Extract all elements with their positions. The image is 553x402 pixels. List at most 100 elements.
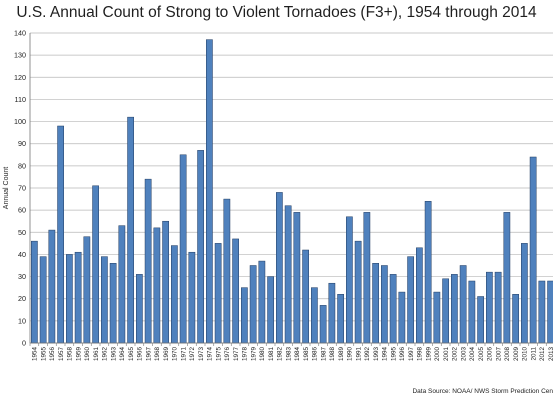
y-tick-label: 70 (18, 184, 26, 193)
axes (29, 33, 553, 346)
bar-1970 (171, 245, 178, 344)
x-tick-label: 1960 (84, 347, 91, 362)
chart-title: U.S. Annual Count of Strong to Violent T… (16, 4, 537, 21)
bar-1960 (83, 236, 91, 344)
bar-2003 (459, 265, 467, 344)
x-tick-label: 1955 (40, 347, 47, 362)
bar-1956 (48, 229, 56, 344)
y-tick-label: 0 (22, 339, 26, 348)
x-tick-label: 1978 (242, 347, 249, 362)
bar-2006 (486, 271, 493, 344)
bar-2013 (547, 280, 553, 344)
x-tick-label: 1979 (250, 347, 257, 362)
x-tick-label: 1988 (329, 347, 336, 362)
bar-1968 (153, 227, 161, 344)
x-tick-label: 1997 (408, 347, 415, 362)
x-tick-label: 1980 (259, 347, 266, 362)
x-tick-label: 1981 (268, 347, 275, 362)
bar-1982 (276, 192, 283, 344)
bar-1962 (101, 256, 108, 344)
x-tick-label: 1973 (198, 347, 205, 362)
bar-1989 (337, 294, 344, 344)
bar-1978 (241, 287, 248, 344)
x-tick-label: 1975 (215, 347, 222, 362)
bar-2002 (451, 274, 458, 344)
x-tick-label: 1974 (207, 347, 214, 362)
x-tick-label: 1965 (128, 347, 135, 362)
x-tick-label: 1966 (137, 347, 144, 362)
x-tick-label: 1985 (303, 347, 310, 362)
x-tick-label: 1963 (110, 347, 117, 362)
bar-1981 (267, 276, 274, 344)
bar-1975 (214, 243, 222, 344)
bar-1963 (109, 263, 117, 344)
x-tick-label: 1954 (32, 347, 39, 362)
bar-1990 (346, 216, 353, 344)
bar-1955 (39, 256, 47, 344)
x-tick-label: 2003 (460, 347, 467, 362)
x-tick-label: 1991 (355, 347, 362, 362)
bar-1986 (311, 287, 318, 344)
bar-2007 (494, 271, 502, 344)
bar-2010 (521, 243, 528, 344)
x-tick-label: 1986 (312, 347, 319, 362)
bar-1987 (319, 305, 327, 344)
bar-2004 (468, 280, 476, 344)
x-tick-label: 1994 (382, 347, 389, 362)
x-tick-label: 1968 (154, 347, 161, 362)
bar-1958 (66, 254, 73, 344)
y-tick-label: 10 (18, 316, 26, 325)
bar-1980 (258, 260, 266, 344)
x-tick-label: 1993 (373, 347, 380, 362)
x-tick-label: 2012 (539, 347, 546, 362)
x-tick-label: 2006 (487, 347, 494, 362)
bar-1995 (389, 274, 397, 344)
bar-1972 (188, 251, 196, 344)
x-tick-label: 2005 (478, 347, 485, 362)
y-tick-label: 130 (14, 51, 26, 60)
x-tick-label: 1990 (347, 347, 354, 362)
y-tick-label: 110 (15, 95, 26, 104)
x-tick-label: 1964 (119, 347, 126, 362)
y-tick-label: 100 (14, 117, 26, 126)
x-tick-label: 1976 (224, 347, 231, 362)
x-tick-label: 1982 (277, 347, 284, 362)
bar-2001 (442, 278, 449, 344)
bar-2005 (477, 296, 484, 344)
bar-1966 (136, 274, 143, 344)
x-tick-label: 1957 (58, 347, 65, 362)
bar-1965 (127, 116, 134, 344)
x-tick-label: 1970 (172, 347, 179, 362)
x-tick-label: 2001 (443, 347, 450, 362)
x-tick-label: 2008 (504, 347, 511, 362)
bar-1992 (363, 212, 371, 344)
x-tick-label: 1996 (399, 347, 406, 362)
y-tick-label: 30 (18, 272, 26, 281)
bars (31, 39, 553, 344)
y-tick-label: 40 (18, 250, 26, 259)
bar-1977 (232, 238, 239, 344)
x-tick-label: 1977 (233, 347, 240, 362)
x-tick-label: 1972 (189, 347, 196, 362)
bar-1983 (284, 205, 292, 344)
bar-1998 (416, 247, 423, 344)
x-tick-label: 1959 (75, 347, 82, 362)
x-tick-label: 1984 (294, 347, 301, 362)
bar-1969 (162, 220, 169, 344)
bar-2008 (503, 212, 511, 344)
y-tick-label: 120 (14, 73, 26, 82)
bar-1993 (372, 263, 379, 344)
x-tick-label: 1961 (93, 347, 100, 362)
x-tick-label: 2007 (495, 347, 502, 362)
y-tick-label: 50 (18, 228, 26, 237)
bar-1971 (179, 154, 187, 344)
y-axis-label: Annual Count (3, 167, 10, 209)
y-tick-label: 20 (18, 294, 26, 303)
x-tick-label: 1971 (180, 347, 187, 362)
bar-1961 (92, 185, 99, 344)
bar-1973 (197, 150, 204, 344)
bar-1999 (424, 201, 432, 344)
x-tick-label: 1998 (417, 347, 424, 362)
x-tick-label: 2011 (530, 347, 537, 361)
